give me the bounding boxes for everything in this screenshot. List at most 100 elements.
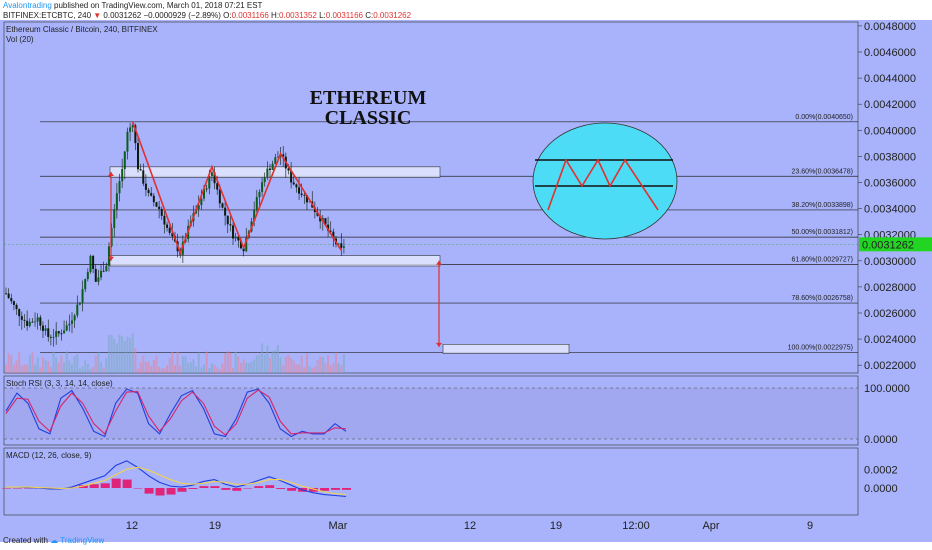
candle-body (298, 187, 301, 194)
volume-bar (173, 365, 176, 373)
volume-bar (232, 367, 235, 373)
tradingview-link[interactable]: TradingView (60, 536, 105, 545)
change-text: −0.0000929 (−2.89%) (143, 11, 221, 20)
candle-body (118, 181, 121, 194)
volume-bar (18, 351, 21, 373)
volume-bar (234, 351, 237, 373)
fib-label: 50.00%(0.0031812) (792, 229, 854, 236)
macd-histogram-bar (309, 488, 319, 492)
candle-body (292, 182, 295, 185)
candle-body (89, 255, 92, 273)
candle-body (60, 333, 63, 335)
candle-body (129, 127, 132, 132)
volume-bar (279, 357, 282, 373)
candle-body (253, 210, 256, 222)
x-tick-label: Apr (702, 520, 719, 532)
volume-bar (239, 363, 242, 373)
volume-bar (49, 366, 52, 373)
volume-bar (102, 367, 105, 373)
macd-panel-border (3, 447, 859, 516)
volume-bar (55, 357, 58, 373)
macd-histogram-bar (254, 486, 264, 488)
volume-bar (163, 368, 166, 373)
volume-bar (31, 352, 34, 373)
volume-bar (171, 351, 174, 373)
candle-body (160, 208, 163, 216)
candle-body (308, 201, 311, 203)
last-price-badge-text: 0.0031262 (862, 239, 914, 251)
chart-title-label: Ethereum Classic / Bitcoin, 240, BITFINE… (6, 25, 158, 34)
candle-body (126, 131, 129, 152)
candle-body (213, 172, 216, 184)
volume-bar (269, 357, 271, 373)
candle-body (287, 168, 290, 171)
candle-body (181, 241, 184, 255)
candle-body (55, 331, 58, 337)
published-text: published on TradingView.com, March 01, … (51, 1, 263, 10)
high-label: H: (271, 11, 280, 20)
candle-body (305, 195, 308, 203)
macd-histogram-bar (166, 488, 176, 495)
volume-bar (197, 352, 200, 373)
candle-body (229, 224, 232, 226)
candle-body (269, 168, 271, 170)
volume-bar (44, 360, 47, 373)
projection-arrow-head (436, 342, 442, 347)
volume-bar (266, 345, 269, 373)
volume-bar (52, 351, 55, 373)
volume-bar (41, 357, 44, 373)
stoch-d-line (5, 389, 347, 436)
candle-body (28, 321, 31, 326)
candle-body (216, 183, 219, 190)
candle-body (84, 279, 87, 290)
volume-bar (36, 357, 39, 373)
candle-body (65, 325, 68, 331)
x-tick-label: 19 (209, 520, 221, 532)
stoch-panel-border (3, 375, 859, 446)
volume-bar (216, 367, 219, 373)
volume-bar (5, 364, 7, 373)
fib-label: 61.80%(0.0029727) (792, 256, 854, 263)
pattern-illustration-circle (532, 122, 678, 240)
volume-bar (97, 352, 100, 373)
volume-bar (295, 364, 298, 373)
macd-histogram-bar (265, 485, 275, 488)
candle-body (102, 270, 105, 272)
volume-bar (134, 347, 137, 373)
candle-body (121, 169, 124, 182)
candle-body (144, 183, 147, 190)
candle-body (166, 224, 169, 228)
candle-body (234, 236, 237, 239)
volume-bar (261, 343, 264, 373)
candle-body (36, 317, 39, 322)
macd-macd-line (6, 460, 347, 497)
y-tick-label: 0.0024000 (864, 334, 916, 346)
candle-body (232, 225, 235, 239)
close-value: 0.0031262 (373, 11, 412, 20)
volume-bar (242, 359, 245, 373)
projection-arrow-tail (436, 260, 442, 265)
last-price-badge (859, 237, 932, 252)
macd-histogram-bar (133, 488, 143, 489)
volume-bar (213, 365, 216, 373)
main-panel-border (3, 21, 859, 374)
candle-body (163, 215, 166, 225)
stoch-k-line (5, 388, 347, 438)
volume-bar (155, 355, 158, 373)
author-link[interactable]: Avalontrading (3, 1, 52, 10)
candle-body (41, 325, 44, 331)
candle-body (7, 293, 10, 299)
macd-histogram-bar (89, 484, 99, 488)
fib-label: 23.60%(0.0036478) (792, 168, 854, 175)
macd-histogram-bar (12, 488, 22, 489)
volume-bar (290, 358, 293, 373)
pattern-height-arrow-head (108, 256, 114, 261)
macd-axis-label: 0.0002 (864, 464, 898, 476)
volume-bar (287, 354, 290, 373)
candle-body (131, 125, 134, 128)
volume-bar (187, 362, 190, 373)
volume-bar (47, 361, 50, 373)
volume-bar (226, 351, 229, 373)
volume-bar (271, 350, 274, 373)
